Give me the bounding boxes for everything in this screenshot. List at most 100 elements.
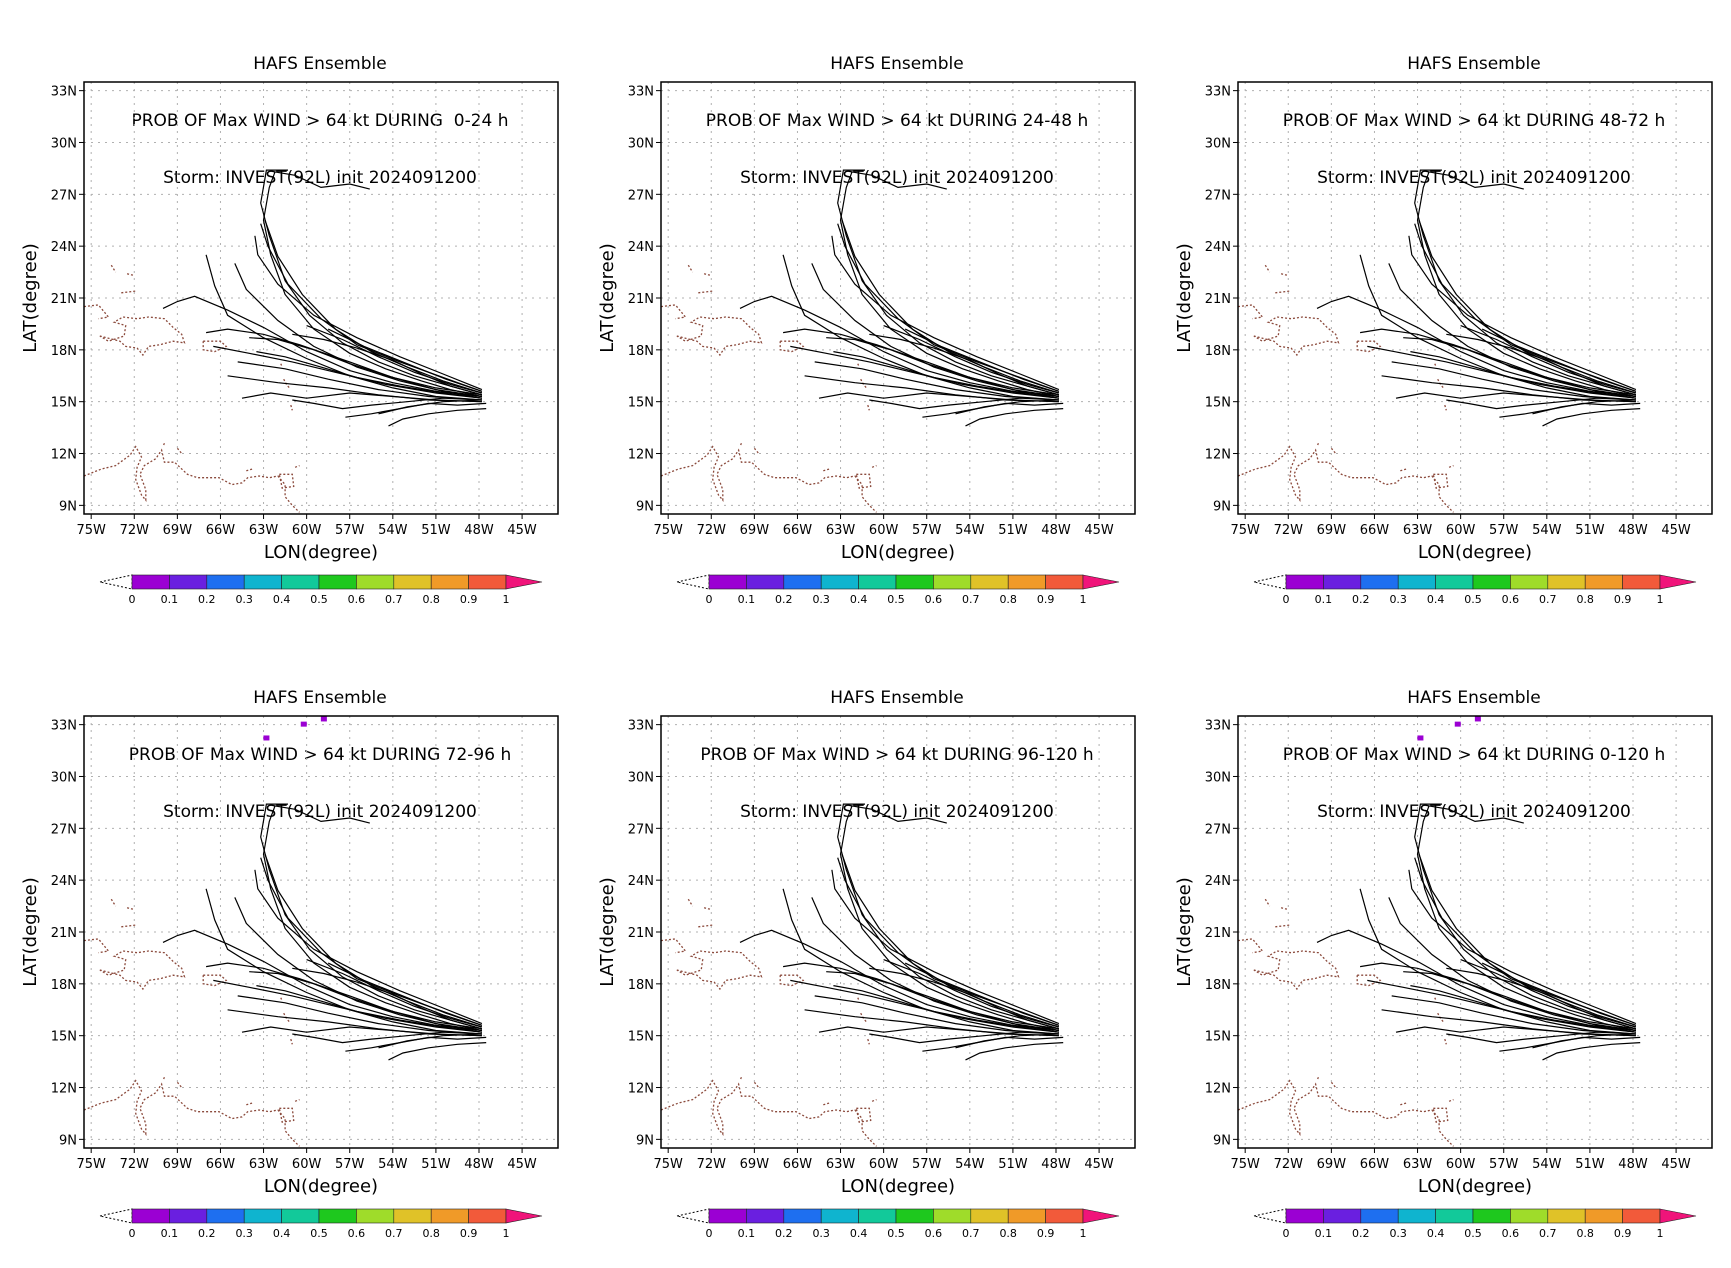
colorbar-tick-label: 0.5 bbox=[1464, 1227, 1482, 1240]
colorbar-swatch bbox=[783, 1208, 822, 1224]
coastline bbox=[867, 404, 870, 411]
colorbar-tick-label: 0.5 bbox=[1464, 593, 1482, 606]
colorbar-tick-label: 0.9 bbox=[1614, 593, 1632, 606]
grid-lines bbox=[84, 82, 558, 514]
map-plot: 75W 72W 69W 66W 63W 60W 57W 54W 51W 48W 45W 33N 30N 2… bbox=[20, 715, 559, 1240]
x-tick-label: 45W bbox=[1661, 523, 1691, 538]
ensemble-track bbox=[818, 1026, 1059, 1037]
coastline bbox=[1238, 938, 1264, 954]
title-line-3: Storm: INVEST(92L) init 2024091200 bbox=[163, 802, 477, 822]
x-tick-label: 63W bbox=[826, 1157, 856, 1172]
coastline bbox=[176, 1081, 183, 1088]
colorbar-swatch bbox=[1584, 574, 1623, 590]
colorbar-tick-label: 0.9 bbox=[460, 593, 478, 606]
coastline bbox=[84, 938, 110, 954]
x-tick-label: 48W bbox=[1618, 523, 1648, 538]
colorbar-swatch bbox=[468, 574, 507, 590]
coastline bbox=[246, 1102, 253, 1106]
y-tick-label: 9N bbox=[1213, 499, 1231, 514]
panel-6: HAFS Ensemble PROB OF Max WIND > 64 kt D… bbox=[1154, 634, 1731, 1268]
x-tick-label: 51W bbox=[1575, 1157, 1605, 1172]
colorbar-swatch bbox=[243, 1208, 282, 1224]
x-tick-label: 72W bbox=[120, 1157, 150, 1172]
coastline bbox=[703, 907, 712, 911]
coastline bbox=[1448, 464, 1454, 468]
colorbar-over-triangle bbox=[1082, 574, 1120, 590]
ensemble-track bbox=[790, 345, 1059, 399]
ensemble-track bbox=[837, 169, 1060, 396]
coastline bbox=[1238, 445, 1454, 513]
ensemble-track bbox=[826, 971, 1059, 1032]
ensemble-track bbox=[256, 351, 482, 399]
ensemble-track bbox=[241, 392, 482, 403]
x-tick-label: 48W bbox=[464, 1157, 494, 1172]
coastline bbox=[1280, 273, 1289, 277]
ensemble-track bbox=[965, 408, 1064, 427]
x-tick-label: 57W bbox=[1489, 523, 1519, 538]
ensemble-track bbox=[1414, 169, 1637, 396]
coastline bbox=[1432, 473, 1449, 489]
y-tick-label: 30N bbox=[628, 136, 654, 151]
colorbar-swatch bbox=[1323, 574, 1362, 590]
ensemble-track bbox=[1359, 254, 1636, 401]
coastline bbox=[283, 378, 290, 389]
title-line-2: PROB OF Max WIND > 64 kt DURING 0-24 h bbox=[131, 111, 509, 131]
y-tick-label: 21N bbox=[628, 926, 654, 941]
y-tick-label: 18N bbox=[1205, 344, 1231, 359]
coastline bbox=[703, 273, 712, 277]
colorbar-under-triangle bbox=[676, 1208, 710, 1224]
coastline bbox=[857, 997, 860, 1002]
x-tick-label: 75W bbox=[76, 523, 106, 538]
colorbar-under-triangle bbox=[676, 574, 710, 590]
colorbar-swatch bbox=[858, 574, 897, 590]
colorbar-swatch bbox=[318, 1208, 357, 1224]
colorbar-tick-label: 0.6 bbox=[1502, 593, 1520, 606]
x-tick-label: 63W bbox=[249, 1157, 279, 1172]
colorbar-tick-label: 0 bbox=[706, 1227, 713, 1240]
colorbar-under-triangle bbox=[99, 1208, 133, 1224]
y-tick-label: 15N bbox=[51, 1030, 77, 1045]
coastline bbox=[1316, 442, 1320, 447]
coastline bbox=[162, 442, 166, 447]
coastline bbox=[126, 907, 135, 911]
ensemble-track bbox=[869, 967, 1060, 1030]
y-tick-label: 30N bbox=[1205, 770, 1231, 785]
coastline bbox=[1264, 264, 1271, 273]
panel-1: HAFS Ensemble PROB OF Max WIND > 64 kt D… bbox=[0, 0, 577, 634]
x-tick-label: 60W bbox=[1446, 523, 1476, 538]
coastline bbox=[739, 442, 743, 447]
x-tick-label: 45W bbox=[1084, 1157, 1114, 1172]
ensemble-track bbox=[1460, 959, 1637, 1028]
ensemble-track bbox=[841, 853, 1060, 1028]
colorbar-swatch bbox=[783, 574, 822, 590]
x-tick-label: 69W bbox=[1317, 523, 1347, 538]
colorbar-tick-label: 0.2 bbox=[1352, 593, 1370, 606]
ensemble-track bbox=[1410, 351, 1636, 399]
ensemble-track bbox=[1391, 361, 1636, 401]
coastline bbox=[676, 316, 763, 357]
ensemble-track bbox=[883, 959, 1060, 1028]
coastline bbox=[1434, 363, 1437, 368]
colorbar-tick-label: 0 bbox=[1283, 1227, 1290, 1240]
ensemble-track bbox=[254, 235, 483, 391]
ensemble-track bbox=[814, 995, 1059, 1035]
colorbar-tick-label: 0.7 bbox=[385, 1227, 403, 1240]
coastline bbox=[1434, 997, 1437, 1002]
ensemble-track bbox=[378, 1033, 482, 1049]
x-tick-label: 72W bbox=[697, 523, 727, 538]
ensemble-track bbox=[1416, 805, 1637, 1032]
y-tick-label: 33N bbox=[628, 85, 654, 100]
panel-title: HAFS Ensemble PROB OF Max WIND > 64 kt D… bbox=[60, 651, 580, 860]
x-tick-label: 54W bbox=[955, 523, 985, 538]
colorbar-swatch bbox=[318, 574, 357, 590]
colorbar-under-triangle bbox=[1253, 1208, 1287, 1224]
x-tick-label: 48W bbox=[1041, 523, 1071, 538]
y-tick-label: 27N bbox=[51, 822, 77, 837]
x-tick-label: 63W bbox=[826, 523, 856, 538]
colorbar-tick-label: 1 bbox=[1657, 1227, 1664, 1240]
colorbar-tick-label: 0.4 bbox=[850, 593, 868, 606]
colorbar-tick-label: 0 bbox=[706, 593, 713, 606]
x-tick-label: 63W bbox=[249, 523, 279, 538]
coastline bbox=[99, 950, 186, 991]
coastline bbox=[1238, 304, 1264, 320]
